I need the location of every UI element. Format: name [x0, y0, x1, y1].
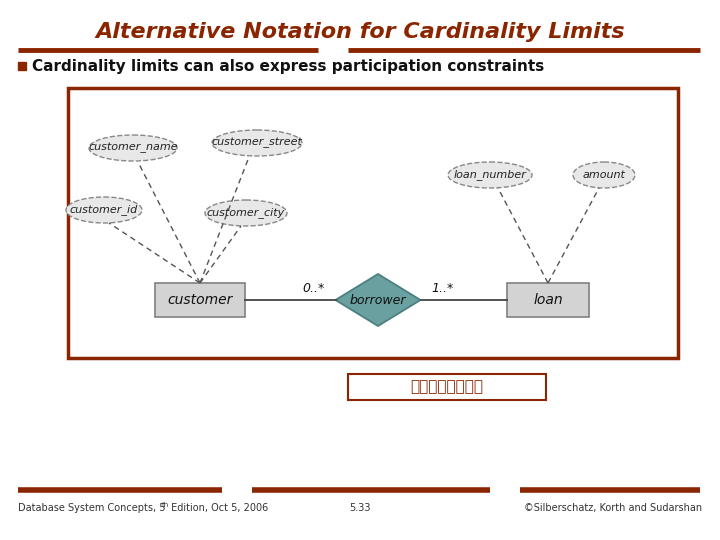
- Text: Cardinality limits can also express participation constraints: Cardinality limits can also express part…: [32, 59, 544, 75]
- Text: th: th: [162, 502, 169, 508]
- Text: customer_id: customer_id: [70, 205, 138, 215]
- Text: Edition, Oct 5, 2006: Edition, Oct 5, 2006: [168, 503, 269, 513]
- Ellipse shape: [573, 162, 635, 188]
- Text: 5.33: 5.33: [349, 503, 371, 513]
- Ellipse shape: [448, 162, 532, 188]
- Text: loan_number: loan_number: [454, 170, 526, 180]
- Text: 與上頁之圖同義。: 與上頁之圖同義。: [410, 380, 484, 395]
- Text: borrower: borrower: [350, 294, 406, 307]
- Text: 0..*: 0..*: [302, 281, 325, 294]
- Text: customer: customer: [167, 293, 233, 307]
- Ellipse shape: [205, 200, 287, 226]
- Text: loan: loan: [534, 293, 563, 307]
- Text: Database System Concepts, 5: Database System Concepts, 5: [18, 503, 166, 513]
- Text: amount: amount: [582, 170, 626, 180]
- FancyBboxPatch shape: [68, 88, 678, 358]
- Text: 1..*: 1..*: [431, 281, 454, 294]
- Text: customer_city: customer_city: [207, 207, 285, 219]
- Ellipse shape: [66, 197, 142, 223]
- Text: Alternative Notation for Cardinality Limits: Alternative Notation for Cardinality Lim…: [95, 22, 625, 42]
- Bar: [507, 283, 589, 317]
- Ellipse shape: [89, 135, 177, 161]
- Polygon shape: [336, 274, 420, 326]
- Ellipse shape: [212, 130, 302, 156]
- Text: customer_name: customer_name: [88, 143, 178, 153]
- Text: customer_street: customer_street: [212, 138, 302, 148]
- Bar: [18, 62, 26, 70]
- Text: ©Silberschatz, Korth and Sudarshan: ©Silberschatz, Korth and Sudarshan: [524, 503, 702, 513]
- Bar: [348, 374, 546, 400]
- Bar: [155, 283, 245, 317]
